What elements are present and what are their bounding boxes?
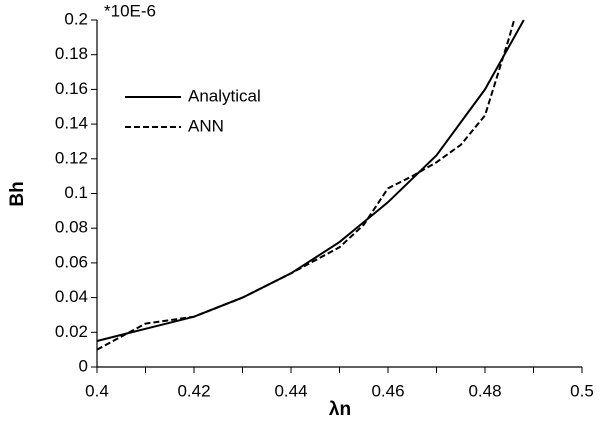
line-series <box>96 19 516 351</box>
y-tick-label: 0.06 <box>55 252 88 271</box>
x-tick-label: 0.42 <box>177 381 210 400</box>
legend-label: Analytical <box>188 86 261 105</box>
line-series <box>96 19 525 342</box>
y-tick-label: 0 <box>79 356 88 375</box>
y-tick-label: 0.08 <box>55 218 88 237</box>
y-tick-label: 0.1 <box>64 183 88 202</box>
x-tick-label: 0.44 <box>274 381 307 400</box>
y-tick-label: 0.12 <box>55 148 88 167</box>
x-tick-label: 0.4 <box>85 381 109 400</box>
x-tick-label: 0.46 <box>371 381 404 400</box>
y-tick-label: 0.02 <box>55 322 88 341</box>
y-axis-title: Bh <box>7 181 28 206</box>
y-tick-label: 0.14 <box>55 114 88 133</box>
x-tick-label: 0.5 <box>570 381 594 400</box>
y-tick-label: 0.2 <box>64 9 88 28</box>
legend-label: ANN <box>188 116 224 135</box>
y-tick-label: 0.04 <box>55 287 88 306</box>
x-axis-title: λn <box>329 399 351 420</box>
annotation: *10E-6 <box>104 1 156 20</box>
y-tick-label: 0.16 <box>55 79 88 98</box>
y-tick-label: 0.18 <box>55 44 88 63</box>
x-tick-label: 0.48 <box>468 381 501 400</box>
